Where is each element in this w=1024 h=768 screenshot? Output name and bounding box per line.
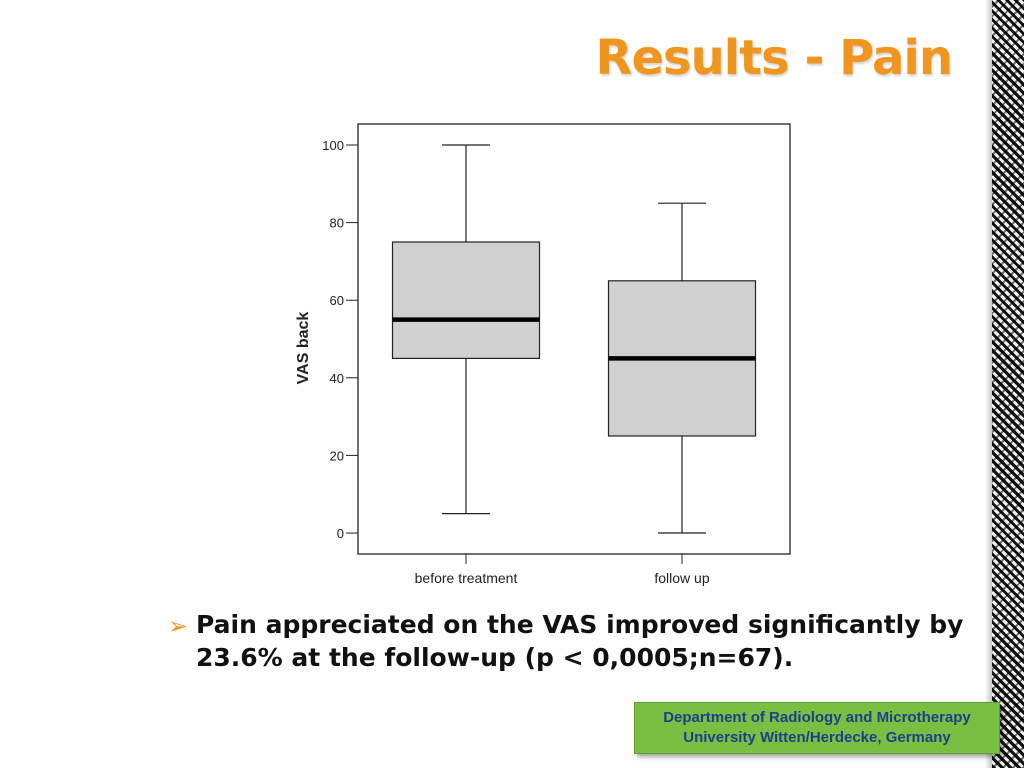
x-tick-label: before treatment bbox=[415, 570, 518, 586]
y-tick-label: 60 bbox=[330, 293, 344, 308]
y-tick-label: 20 bbox=[330, 448, 344, 463]
footer-line-2: University Witten/Herdecke, Germany bbox=[683, 729, 951, 746]
edge-shadow bbox=[985, 0, 993, 768]
box-iqr bbox=[391, 241, 541, 360]
result-text: Pain appreciated on the VAS improved sig… bbox=[196, 610, 964, 672]
y-tick-label: 100 bbox=[322, 138, 344, 153]
x-tick-label: follow up bbox=[654, 570, 709, 586]
y-tick-label: 40 bbox=[330, 371, 344, 386]
footer-line-1: Department of Radiology and Microtherapy bbox=[663, 709, 971, 726]
affiliation-badge: Department of Radiology and Microtherapy… bbox=[634, 702, 1000, 754]
y-tick-label: 0 bbox=[337, 526, 344, 541]
vas-boxplot-chart: 0 20 40 60 80 100 VAS back before treatment foll… bbox=[295, 123, 791, 586]
arrow-bullet-icon: ➢ bbox=[168, 612, 189, 640]
decorative-edge-strip bbox=[992, 0, 1024, 768]
y-tick-label: 80 bbox=[330, 216, 344, 231]
y-axis-label: VAS back bbox=[295, 312, 312, 385]
slide-title: Results - Pain bbox=[595, 30, 953, 86]
result-bullet: ➢ Pain appreciated on the VAS improved s… bbox=[168, 608, 968, 674]
